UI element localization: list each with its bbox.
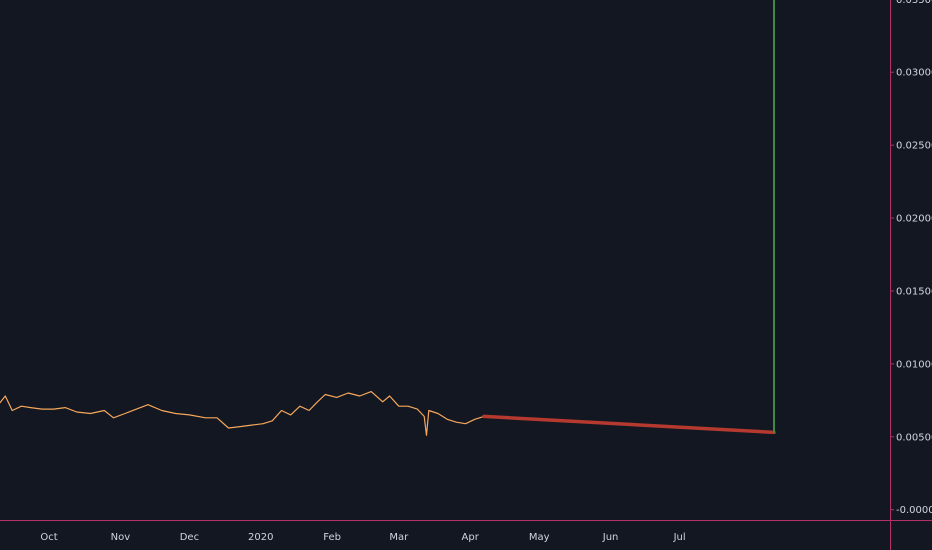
x-tick-label: May: [529, 532, 550, 543]
y-tick-label: 0.020000: [896, 214, 932, 225]
x-tick-label: Jul: [673, 532, 686, 543]
y-tick-label: 0.035000: [896, 0, 932, 6]
x-tick-label: Jun: [602, 532, 619, 543]
x-tick-label: Dec: [180, 532, 199, 543]
y-tick-label: -0.000000: [896, 505, 932, 516]
series-line-1: [0, 391, 485, 436]
x-axis: Oct Nov Dec 2020 Feb Mar Apr May Jun Jul: [0, 520, 932, 543]
x-tick-label: 2020: [248, 532, 273, 543]
x-tick-label: Oct: [40, 532, 57, 543]
y-axis: 0.035000 0.030000 0.025000 0.020000 0.015000…: [890, 0, 932, 550]
x-tick-label: Nov: [111, 532, 131, 543]
series-line-2: [482, 414, 776, 435]
y-tick-label: 0.015000: [896, 286, 932, 297]
x-tick-label: Mar: [389, 532, 409, 543]
y-tick-label: 0.010000: [896, 359, 932, 370]
y-tick-label: 0.030000: [896, 68, 932, 79]
y-tick-label: 0.025000: [896, 141, 932, 152]
x-tick-label: Feb: [323, 532, 341, 543]
plot-area: [0, 0, 776, 436]
x-tick-label: Apr: [462, 532, 480, 543]
y-tick-label: 0.005000: [896, 432, 932, 443]
